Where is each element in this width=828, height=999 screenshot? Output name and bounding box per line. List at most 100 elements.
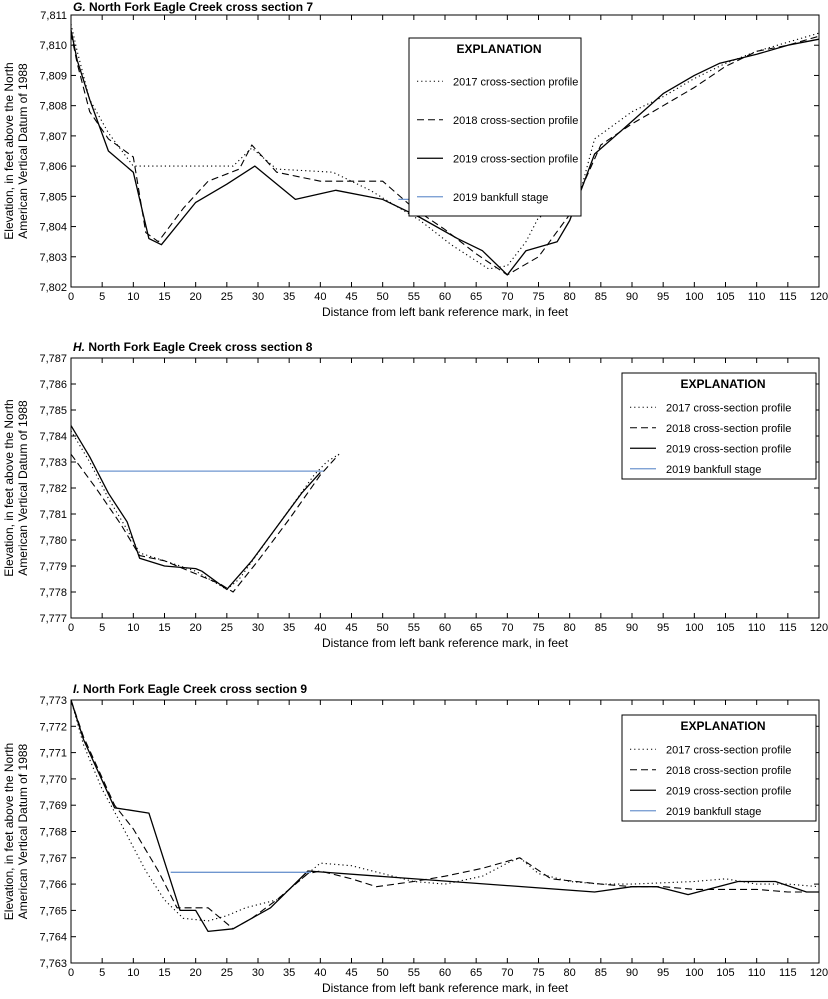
y-tick-label: 7,772 xyxy=(39,721,67,733)
x-tick-label: 100 xyxy=(685,967,703,979)
y-tick-label: 7,785 xyxy=(39,405,67,417)
x-tick-label: 35 xyxy=(283,622,295,634)
x-tick-label: 70 xyxy=(501,291,513,303)
x-tick-label: 40 xyxy=(314,622,326,634)
x-tick-label: 65 xyxy=(470,622,482,634)
y-tick-label: 7,770 xyxy=(39,774,67,786)
x-tick-label: 15 xyxy=(158,622,170,634)
x-tick-label: 15 xyxy=(158,291,170,303)
x-tick-label: 35 xyxy=(283,967,295,979)
y-tick-label: 7,777 xyxy=(39,613,67,625)
legend-title: EXPLANATION xyxy=(680,719,765,733)
legend-label: 2017 cross-section profile xyxy=(453,76,578,88)
y-tick-label: 7,769 xyxy=(39,800,67,812)
y-tick-label: 7,803 xyxy=(39,252,67,264)
x-tick-label: 90 xyxy=(626,291,638,303)
legend-box xyxy=(408,37,582,217)
y-tick-label: 7,807 xyxy=(39,131,67,143)
x-tick-label: 60 xyxy=(439,622,451,634)
x-tick-label: 50 xyxy=(377,291,389,303)
y-tick-label: 7,779 xyxy=(39,561,67,573)
y-axis-label-line1: Elevation, in feet above the North xyxy=(2,62,16,239)
x-tick-label: 0 xyxy=(68,622,74,634)
y-axis-label-line2: American Vertical Datum of 1988 xyxy=(16,63,30,239)
x-tick-label: 120 xyxy=(810,622,828,634)
x-tick-label: 115 xyxy=(779,291,797,303)
x-tick-label: 55 xyxy=(408,622,420,634)
chart-title: I. North Fork Eagle Creek cross section … xyxy=(73,682,307,696)
legend-title: EXPLANATION xyxy=(456,42,541,56)
series-line-2019-cross-section-profile xyxy=(70,699,819,933)
x-tick-label: 45 xyxy=(345,967,357,979)
legend-label: 2019 cross-section profile xyxy=(453,153,578,165)
x-tick-label: 40 xyxy=(314,291,326,303)
chart-panel-1: G. North Fork Eagle Creek cross section … xyxy=(2,0,828,319)
x-tick-label: 60 xyxy=(439,291,451,303)
legend-label: 2019 bankfull stage xyxy=(666,464,761,476)
x-tick-label: 40 xyxy=(314,967,326,979)
y-tick-label: 7,805 xyxy=(39,191,67,203)
x-tick-label: 95 xyxy=(657,291,669,303)
x-tick-label: 90 xyxy=(626,967,638,979)
legend-label: 2018 cross-section profile xyxy=(666,765,791,777)
legend-title: EXPLANATION xyxy=(680,377,765,391)
y-axis-label-line1: Elevation, in feet above the North xyxy=(2,743,16,920)
legend-label: 2017 cross-section profile xyxy=(666,744,791,756)
y-tick-label: 7,781 xyxy=(39,509,67,521)
x-tick-label: 5 xyxy=(99,622,105,634)
legend-label: 2018 cross-section profile xyxy=(666,423,791,435)
x-tick-label: 70 xyxy=(501,967,513,979)
x-tick-label: 85 xyxy=(595,622,607,634)
y-tick-label: 7,784 xyxy=(39,431,67,443)
x-tick-label: 35 xyxy=(283,291,295,303)
y-tick-label: 7,802 xyxy=(39,282,67,294)
legend-label: 2019 bankfull stage xyxy=(666,806,761,818)
x-tick-label: 20 xyxy=(190,622,202,634)
y-tick-label: 7,764 xyxy=(39,932,67,944)
legend: EXPLANATION 2017 cross-section profile 201… xyxy=(621,372,817,480)
x-tick-label: 85 xyxy=(595,291,607,303)
series-line-2018-cross-section-profile xyxy=(70,699,819,930)
y-tick-label: 7,767 xyxy=(39,853,67,865)
chart-panel-3: I. North Fork Eagle Creek cross section … xyxy=(2,682,828,995)
y-tick-label: 7,763 xyxy=(39,958,67,970)
x-tick-label: 105 xyxy=(716,291,734,303)
x-tick-label: 120 xyxy=(810,291,828,303)
x-tick-label: 30 xyxy=(252,622,264,634)
x-tick-label: 30 xyxy=(252,291,264,303)
legend-label: 2018 cross-section profile xyxy=(453,115,578,127)
x-tick-label: 0 xyxy=(68,291,74,303)
x-tick-label: 5 xyxy=(99,291,105,303)
x-tick-label: 0 xyxy=(68,967,74,979)
x-tick-label: 25 xyxy=(221,291,233,303)
x-tick-label: 80 xyxy=(564,622,576,634)
y-tick-label: 7,773 xyxy=(39,695,67,707)
x-tick-label: 45 xyxy=(345,622,357,634)
x-tick-label: 85 xyxy=(595,967,607,979)
x-tick-label: 65 xyxy=(470,291,482,303)
y-tick-label: 7,810 xyxy=(39,40,67,52)
x-axis-label: Distance from left bank reference mark, … xyxy=(322,305,569,319)
x-tick-label: 65 xyxy=(470,967,482,979)
x-tick-label: 75 xyxy=(532,622,544,634)
x-tick-label: 75 xyxy=(532,291,544,303)
x-tick-label: 95 xyxy=(657,622,669,634)
y-tick-label: 7,809 xyxy=(39,70,67,82)
y-tick-label: 7,778 xyxy=(39,587,67,599)
x-tick-label: 75 xyxy=(532,967,544,979)
chart-panel-2: H. North Fork Eagle Creek cross section … xyxy=(2,340,828,650)
legend: EXPLANATION 2017 cross-section profile 201… xyxy=(621,714,817,822)
x-tick-label: 105 xyxy=(716,622,734,634)
x-tick-label: 80 xyxy=(564,291,576,303)
legend-label: 2019 cross-section profile xyxy=(666,443,791,455)
x-tick-label: 110 xyxy=(748,291,766,303)
chart-title-letter: G. xyxy=(73,0,89,14)
y-tick-label: 7,765 xyxy=(39,905,67,917)
y-axis-label-line1: Elevation, in feet above the North xyxy=(2,399,16,576)
x-tick-label: 45 xyxy=(345,291,357,303)
x-tick-label: 55 xyxy=(408,291,420,303)
x-tick-label: 60 xyxy=(439,967,451,979)
x-tick-label: 25 xyxy=(221,967,233,979)
legend-box xyxy=(621,714,817,822)
